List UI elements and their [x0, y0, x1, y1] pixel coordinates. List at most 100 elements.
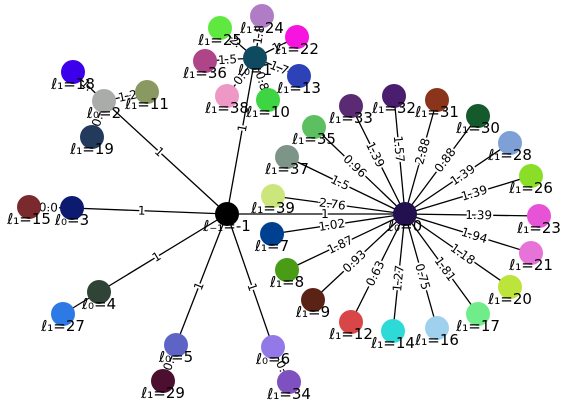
node-layer	[17, 4, 551, 394]
edge-label-halo: 1.27	[390, 264, 407, 292]
node-n13[interactable]	[287, 64, 311, 88]
node-label-n38: ℓ₁=38	[204, 99, 249, 117]
edge-label: 0.0	[39, 200, 58, 214]
node-n26[interactable]	[519, 164, 543, 188]
node-label-n19: ℓ₁=19	[69, 140, 114, 158]
node-n15[interactable]	[17, 195, 41, 219]
node-label-n39: ℓ₁=39	[250, 199, 295, 217]
node-n28[interactable]	[498, 131, 522, 155]
node-n3[interactable]	[60, 196, 84, 220]
edge-n0-n14	[392, 213, 406, 332]
node-n34[interactable]	[277, 370, 301, 394]
edge-label: 1.39	[459, 183, 489, 204]
edge-label-halo: 1.2	[117, 87, 139, 105]
edge-n_1-n3	[71, 207, 228, 215]
node-label-n22: ℓ₁=22	[274, 40, 319, 58]
node-n11[interactable]	[135, 80, 159, 104]
node-label-n4: ℓ₀=4	[81, 295, 116, 313]
node-n7[interactable]	[260, 222, 284, 246]
node-label-n13: ℓ₁=13	[276, 79, 321, 97]
node-n2[interactable]	[92, 89, 116, 113]
edge-label: 1.7	[268, 58, 291, 78]
node-n17[interactable]	[466, 302, 490, 326]
node-label-n29: ℓ₁=29	[140, 384, 185, 402]
node-label-n11: ℓ₁=11	[124, 95, 169, 113]
node-n27[interactable]	[51, 302, 75, 326]
node-n33[interactable]	[339, 94, 363, 118]
node-label-n24: ℓ₁=24	[239, 19, 284, 37]
edge-label: 0.	[160, 357, 177, 373]
node-n9[interactable]	[301, 288, 325, 312]
node-n23[interactable]	[527, 204, 551, 228]
node-n18[interactable]	[61, 60, 85, 84]
edge-label: 1.5	[328, 172, 351, 193]
edge-label-halo: 1.39	[465, 208, 492, 222]
node-n25[interactable]	[208, 16, 232, 40]
node-label-n15: ℓ₁=15	[6, 210, 51, 228]
node-n29[interactable]	[151, 369, 175, 393]
edge-label-halo: 1.8	[250, 24, 267, 45]
node-n24[interactable]	[250, 4, 274, 28]
node-n37[interactable]	[275, 145, 299, 169]
node-label-n30: ℓ₁=30	[455, 119, 500, 137]
node-label-n31: ℓ₁=31	[414, 103, 459, 121]
node-n38[interactable]	[215, 84, 239, 108]
edge-label: 1.39	[465, 208, 492, 222]
node-n8[interactable]	[275, 258, 299, 282]
node-n1[interactable]	[243, 46, 267, 70]
node-n6[interactable]	[261, 335, 285, 359]
edge-n0-n16	[404, 213, 438, 329]
node-n36[interactable]	[193, 49, 217, 73]
node-n32[interactable]	[382, 84, 406, 108]
node-n5[interactable]	[164, 333, 188, 357]
node-n30[interactable]	[466, 104, 490, 128]
edge-n0-n21	[404, 213, 532, 254]
node-label-n33: ℓ₁=33	[328, 109, 373, 127]
node-n20[interactable]	[498, 275, 522, 299]
edge-n0-n31	[404, 99, 438, 215]
node-n0[interactable]	[393, 202, 417, 226]
node-n31[interactable]	[425, 88, 449, 112]
node-label-layer: ℓ₋₁=-1 ℓ₀=0 ℓ₀=2 ℓ₀=3 ℓ₀=4 ℓ₀=5 ℓ₀=6 ℓ₁=7 ℓ₁=8 ℓ₁…	[6, 19, 561, 403]
edge-label: 1.5	[218, 52, 238, 67]
node-n39[interactable]	[261, 184, 285, 208]
edge-label-halo: 1	[138, 204, 146, 218]
edge-n_1-n2	[103, 100, 228, 215]
edge-label: 1.57	[391, 135, 407, 163]
node-n10[interactable]	[256, 88, 280, 112]
node-n16[interactable]	[425, 316, 449, 340]
node-label-n1: ℓ₀=1	[237, 61, 272, 79]
edge-n0-n32	[393, 95, 406, 215]
node-n21[interactable]	[519, 241, 543, 265]
edge-label: 0.	[273, 358, 290, 374]
edge-n0-n33	[350, 105, 406, 215]
edge-label: 2.76	[318, 195, 346, 212]
node-n12[interactable]	[339, 310, 363, 334]
edge-n0-n35	[313, 126, 406, 215]
edge-label: 0.	[89, 113, 106, 128]
edge-label: 1.02	[318, 216, 347, 234]
node-label-n17: ℓ₁=17	[455, 317, 500, 335]
node-n22[interactable]	[285, 25, 309, 49]
edge-n0-n39	[272, 195, 406, 215]
node-n14[interactable]	[381, 319, 405, 343]
node-label-n3: ℓ₀=3	[54, 211, 89, 229]
node-label-n10: ℓ₁=10	[245, 103, 290, 121]
node-n4[interactable]	[87, 280, 111, 304]
node-label-n20: ℓ₁=20	[487, 290, 532, 308]
edge-label: 2.88	[412, 137, 433, 167]
edge-n0-n37	[286, 156, 406, 215]
edge-label: 1.39	[363, 140, 387, 170]
node-label-n36: ℓ₁=36	[182, 64, 227, 82]
edge-label: 1.	[270, 38, 287, 56]
edge-label: 1.81	[432, 254, 459, 284]
node-n19[interactable]	[80, 125, 104, 149]
edge-label: 0.75	[412, 262, 433, 292]
node-n_1[interactable]	[215, 202, 239, 226]
edge-label: 0.88	[432, 145, 459, 175]
edge-n_1-n6	[226, 213, 274, 348]
node-label-n_1: ℓ₋₁=-1	[202, 217, 251, 235]
node-n35[interactable]	[302, 115, 326, 139]
edge-label-halo: 1	[321, 207, 329, 221]
edge-label: 0.63	[363, 258, 387, 288]
